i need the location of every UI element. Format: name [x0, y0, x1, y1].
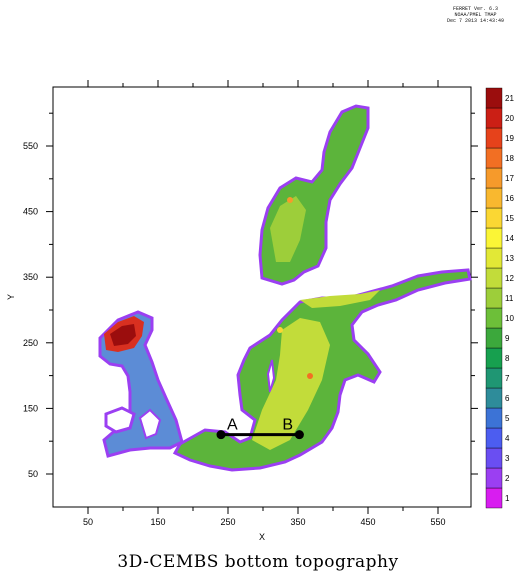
colorbar-swatch: [485, 267, 503, 289]
colorbar-swatch: [485, 307, 503, 329]
transect-label-a: A: [227, 417, 238, 434]
bothnian-yellow-zone: [270, 196, 306, 262]
x-tick-label: 350: [290, 517, 305, 527]
colorbar-label: 1: [505, 494, 510, 503]
x-tick-label: 550: [430, 517, 445, 527]
stamp-line-2: NOAA/PMEL TMAP: [454, 12, 497, 18]
colorbar-label: 8: [505, 354, 510, 363]
colorbar-label: 7: [505, 374, 510, 383]
colorbar-label: 16: [505, 194, 514, 203]
colorbar-label: 21: [505, 94, 514, 103]
colorbar-label: 3: [505, 454, 510, 463]
x-tick-label: 50: [83, 517, 93, 527]
colorbar-swatch: [485, 367, 503, 389]
colorbar-swatch: [485, 207, 503, 229]
y-tick-label: 350: [23, 272, 38, 282]
y-tick-label: 550: [23, 141, 38, 151]
x-axis-title: X: [259, 532, 265, 542]
colorbar-swatch: [485, 427, 503, 449]
oland-island: [266, 359, 276, 393]
colorbar-swatch: [485, 487, 503, 509]
y-tick-label: 150: [23, 403, 38, 413]
colorbar-swatch: [485, 327, 503, 349]
x-tick-label: 250: [220, 517, 235, 527]
y-axis-title: Y: [6, 294, 16, 300]
colorbar-swatch: [485, 87, 503, 109]
y-tick-label: 50: [28, 469, 38, 479]
colorbar-swatch: [485, 387, 503, 409]
figure-caption: 3D-CEMBS bottom topography: [117, 552, 399, 572]
gulf-of-finland-zone: [300, 290, 380, 308]
colorbar-swatch: [485, 107, 503, 129]
colorbar-label: 19: [505, 134, 514, 143]
stamp-line-1: FERRET Ver. 6.3: [452, 6, 498, 12]
deep-spot-gotland: [307, 373, 313, 379]
colorbar-label: 15: [505, 214, 514, 223]
colorbar-label: 9: [505, 334, 510, 343]
colorbar-swatch: [485, 467, 503, 489]
colorbar-label: 11: [505, 294, 514, 303]
colorbar-swatch: [485, 167, 503, 189]
deep-spot-landsort: [277, 327, 283, 333]
baltic-sea-map: [98, 104, 472, 472]
transect-label-b: B: [282, 417, 293, 434]
x-axis: 50 150 250 350 450 550: [83, 80, 446, 527]
danish-straits-shape: [104, 406, 136, 434]
transect-point-a: [216, 430, 226, 440]
colorbar-label: 17: [505, 174, 514, 183]
colorbar-label: 10: [505, 314, 514, 323]
ferret-stamp: FERRET Ver. 6.3 NOAA/PMEL TMAP Dec 7 201…: [447, 6, 504, 24]
colorbar-label: 14: [505, 234, 514, 243]
colorbar-swatch: [485, 187, 503, 209]
colorbar-swatch: [485, 147, 503, 169]
central-yellow-zone: [252, 318, 330, 450]
colorbar-label: 18: [505, 154, 514, 163]
colorbar-swatch: [485, 227, 503, 249]
x-tick-label: 450: [360, 517, 375, 527]
danish-island-shape: [138, 408, 162, 440]
y-tick-label: 450: [23, 207, 38, 217]
colorbar-swatch: [485, 127, 503, 149]
colorbar-swatch: [485, 287, 503, 309]
colorbar-label: 2: [505, 474, 510, 483]
y-axis: 50 150 250 350 450 550: [23, 112, 478, 479]
x-tick-label: 150: [150, 517, 165, 527]
stamp-line-3: Dec 7 2013 14:43:49: [446, 18, 504, 24]
colorbar-swatch: [485, 347, 503, 369]
transect-point-b: [294, 430, 304, 440]
colorbar-label: 13: [505, 254, 514, 263]
deep-spot-bothnian: [287, 197, 293, 203]
colorbar-swatch: [485, 447, 503, 469]
colorbar-label: 20: [505, 114, 514, 123]
colorbar-label: 4: [505, 434, 510, 443]
colorbar-swatch: [485, 407, 503, 429]
y-tick-label: 250: [23, 338, 38, 348]
colorbar-label: 12: [505, 274, 514, 283]
skagerrak-deepest-area: [110, 324, 136, 346]
colorbar-label: 5: [505, 414, 510, 423]
colorbar-label: 6: [505, 394, 510, 403]
colorbar-swatch: [485, 247, 503, 269]
